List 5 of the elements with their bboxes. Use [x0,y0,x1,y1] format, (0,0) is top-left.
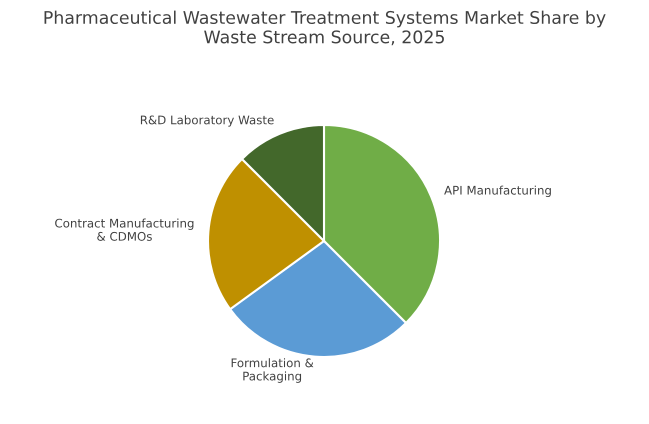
slice-label: Formulation & Packaging [232,358,314,383]
slice-label: Contract Manufacturing & CDMOs [55,218,194,241]
slice-label: R&D Laboratory Waste [140,115,274,127]
slice-label: API Manufacturing [444,186,551,197]
chart-title: Pharmaceutical Wastewater Treatment Systems Market Share by Waste Stream Source, 2025 [44,10,606,46]
